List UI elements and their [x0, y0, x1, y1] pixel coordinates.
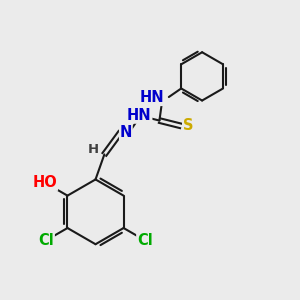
Text: Cl: Cl	[38, 233, 54, 248]
Text: S: S	[183, 118, 193, 134]
Text: N: N	[120, 125, 132, 140]
Text: H: H	[88, 142, 99, 156]
Text: HN: HN	[140, 90, 164, 105]
Text: Cl: Cl	[137, 233, 153, 248]
Text: HN: HN	[127, 108, 152, 123]
Text: HO: HO	[33, 175, 57, 190]
